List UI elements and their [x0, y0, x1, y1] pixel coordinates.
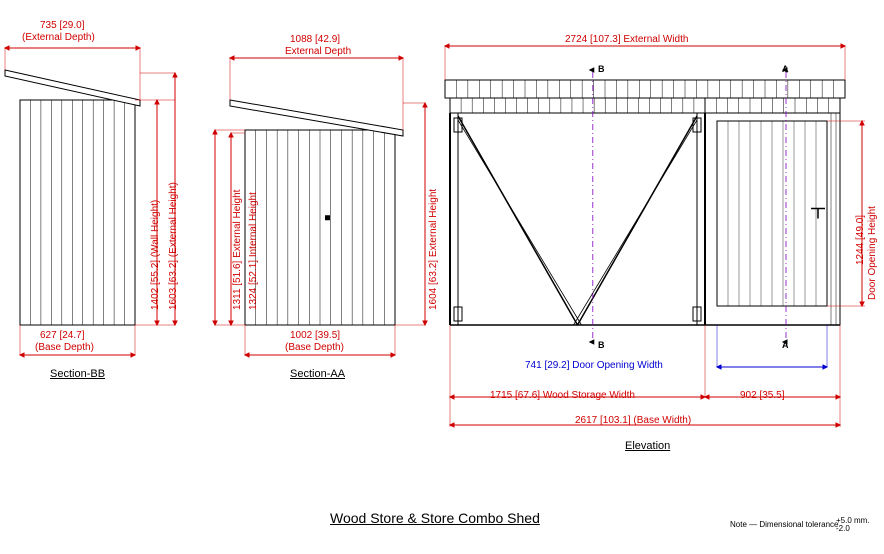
el-door-h-sub: Door Opening Height	[867, 206, 878, 300]
bb-top-dim: 735 [29.0]	[40, 20, 84, 31]
aa-h2: 1324 [52.1] Internal Height	[248, 192, 259, 310]
el-door-w: 741 [29.2] Door Opening Width	[525, 360, 663, 371]
el-base-w: 2617 [103.1] (Base Width)	[575, 415, 691, 426]
aa-bottom-dim: 1002 [39.5]	[290, 330, 340, 341]
aa-h3: 1604 [63.2] External Height	[428, 189, 439, 310]
aa-top-dim-sub: External Depth	[285, 46, 351, 57]
el-sec-b-bot: B	[598, 340, 605, 350]
el-door-h: 1244 [49.0]	[855, 215, 866, 265]
drawing-canvas	[0, 0, 884, 554]
el-right-w: 902 [35.5]	[740, 390, 784, 401]
bb-h2: 1603 [63.2] (External Height)	[168, 182, 179, 310]
el-wood-w: 1715 [67.6] Wood Storage Width	[490, 390, 635, 401]
el-sec-a-top: A	[782, 64, 789, 74]
title-el: Elevation	[625, 440, 670, 452]
title-bb: Section-BB	[50, 368, 105, 380]
el-sec-a-bot: A	[782, 340, 789, 350]
bb-top-dim-sub: (External Depth)	[22, 32, 95, 43]
tolerance-note: Note — Dimensional tolerance	[730, 520, 839, 529]
aa-h1: 1311 [51.6] External Height	[232, 190, 243, 310]
bb-h1: 1402 [55.2] (Wall Height)	[150, 200, 161, 310]
aa-bottom-dim-sub: (Base Depth)	[285, 342, 344, 353]
main-title: Wood Store & Store Combo Shed	[330, 510, 540, 526]
el-sec-b-top: B	[598, 64, 605, 74]
aa-top-dim: 1088 [42.9]	[290, 34, 340, 45]
bb-bottom-dim: 627 [24.7]	[40, 330, 84, 341]
bb-bottom-dim-sub: (Base Depth)	[35, 342, 94, 353]
tolerance-minus: -2.0	[836, 524, 850, 533]
el-top-dim: 2724 [107.3] External Width	[565, 34, 688, 45]
title-aa: Section-AA	[290, 368, 345, 380]
